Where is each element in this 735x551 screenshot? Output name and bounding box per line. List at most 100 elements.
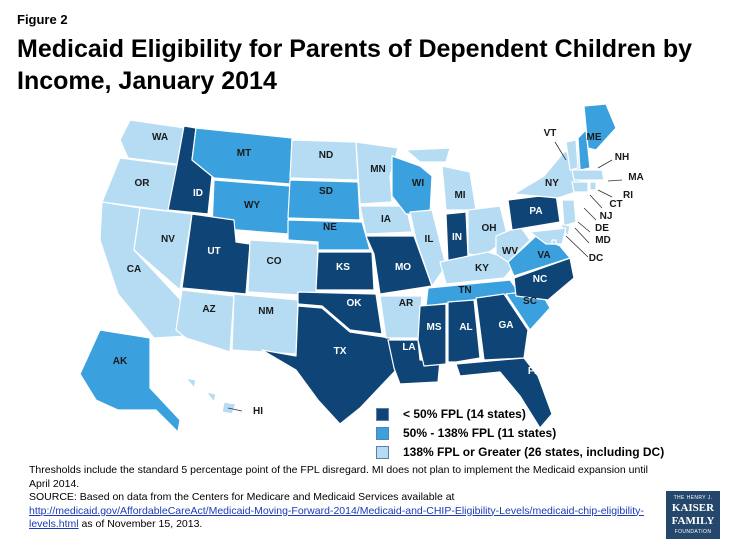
- state-mt: [191, 127, 293, 185]
- state-label-hi: HI: [253, 406, 263, 417]
- state-label-co: CO: [267, 256, 282, 267]
- source-note: SOURCE: Based on data from the Centers f…: [29, 491, 669, 532]
- state-label-wv: WV: [502, 246, 518, 257]
- state-label-sc: SC: [523, 296, 537, 307]
- state-label-va: VA: [537, 250, 550, 261]
- state-ri: [589, 181, 597, 191]
- state-vt: [565, 139, 579, 171]
- state-co: [247, 239, 319, 297]
- state-label-nc: NC: [533, 274, 547, 285]
- state-label-in: IN: [452, 232, 462, 243]
- state-label-vt: VT: [544, 128, 557, 139]
- state-sd: [287, 179, 361, 221]
- state-label-md: MD: [595, 235, 611, 246]
- state-hi: [185, 377, 237, 415]
- state-label-ky: KY: [475, 263, 489, 274]
- state-nm: [231, 293, 299, 355]
- state-ks: [315, 251, 375, 291]
- state-label-ar: AR: [399, 298, 414, 309]
- logo-line2: KAISER: [671, 502, 715, 514]
- legend-item: < 50% FPL (14 states): [376, 405, 664, 423]
- state-label-wy: WY: [244, 200, 260, 211]
- state-ok: [297, 291, 383, 335]
- state-label-oh: OH: [482, 223, 497, 234]
- state-mo: [365, 235, 433, 295]
- state-label-ny: NY: [545, 178, 559, 189]
- legend: < 50% FPL (14 states) 50% - 138% FPL (11…: [376, 405, 664, 462]
- state-label-ok: OK: [347, 298, 363, 309]
- state-label-mo: MO: [395, 262, 411, 273]
- state-label-nv: NV: [161, 234, 175, 245]
- state-label-or: OR: [135, 178, 151, 189]
- legend-item: 138% FPL or Greater (26 states, includin…: [376, 443, 664, 461]
- state-dc: [551, 239, 557, 245]
- state-ct: [571, 181, 589, 193]
- chart-title: Medicaid Eligibility for Parents of Depe…: [17, 35, 693, 95]
- state-label-il: IL: [425, 234, 434, 245]
- state-label-id: ID: [193, 188, 203, 199]
- state-label-me: ME: [587, 132, 602, 143]
- state-label-ca: CA: [127, 264, 141, 275]
- state-ma: [571, 169, 605, 181]
- state-label-ne: NE: [323, 222, 337, 233]
- state-ny: [513, 149, 583, 199]
- state-me: [583, 103, 617, 151]
- logo-line3: FAMILY: [671, 515, 715, 527]
- state-ga: [475, 293, 529, 361]
- state-label-ia: IA: [381, 214, 391, 225]
- state-fl: [455, 357, 553, 429]
- state-al: [447, 299, 481, 363]
- legend-swatch-dark: [376, 407, 389, 421]
- state-va: [507, 235, 571, 277]
- state-label-nh: NH: [615, 152, 629, 163]
- state-label-mt: MT: [237, 148, 251, 159]
- state-label-fl: FL: [528, 366, 540, 377]
- state-label-tn: TN: [458, 285, 471, 296]
- state-label-de: DE: [595, 223, 609, 234]
- state-label-wi: WI: [412, 178, 424, 189]
- state-label-ms: MS: [427, 322, 442, 333]
- state-label-tx: TX: [334, 346, 347, 357]
- state-label-la: LA: [402, 342, 415, 353]
- state-label-dc: DC: [589, 253, 603, 264]
- state-label-mi: MI: [454, 190, 465, 201]
- state-label-az: AZ: [202, 304, 215, 315]
- state-label-sd: SD: [319, 186, 333, 197]
- state-tx: [261, 305, 397, 425]
- state-il: [409, 209, 447, 287]
- kff-logo: THE HENRY J. KAISER FAMILY FOUNDATION: [666, 491, 720, 539]
- threshold-note: Thresholds include the standard 5 percen…: [29, 464, 648, 490]
- footnotes: Thresholds include the standard 5 percen…: [29, 464, 669, 532]
- state-label-mn: MN: [370, 164, 386, 175]
- logo-line1: THE HENRY J.: [673, 495, 713, 501]
- state-md: [529, 227, 567, 245]
- state-az: [175, 289, 235, 353]
- logo-line4: FOUNDATION: [674, 529, 712, 535]
- legend-label: < 50% FPL (14 states): [403, 407, 526, 421]
- state-label-ak: AK: [113, 356, 128, 367]
- source-prefix: SOURCE: Based on data from the Centers f…: [29, 491, 455, 503]
- figure-label: Figure 2: [17, 12, 68, 27]
- state-ak: [79, 329, 181, 433]
- state-mi: [405, 147, 477, 211]
- state-mn: [355, 141, 399, 205]
- legend-swatch-medium: [376, 426, 389, 440]
- state-ne: [287, 219, 371, 251]
- state-label-wa: WA: [152, 132, 168, 143]
- state-label-ri: RI: [623, 190, 633, 201]
- source-suffix: as of November 15, 2013.: [78, 518, 203, 530]
- state-label-ma: MA: [628, 172, 644, 183]
- state-nj: [561, 199, 577, 227]
- source-link[interactable]: http://medicaid.gov/AffordableCareAct/Me…: [29, 504, 644, 531]
- state-ms: [417, 303, 447, 367]
- legend-label: 138% FPL or Greater (26 states, includin…: [403, 445, 665, 459]
- legend-item: 50% - 138% FPL (11 states): [376, 424, 664, 442]
- state-label-ga: GA: [499, 320, 514, 331]
- legend-label: 50% - 138% FPL (11 states): [403, 426, 557, 440]
- state-label-ut: UT: [207, 246, 220, 257]
- state-nv: [133, 207, 193, 291]
- state-wa: [119, 119, 186, 166]
- state-label-ks: KS: [336, 262, 350, 273]
- state-label-ct: CT: [609, 199, 622, 210]
